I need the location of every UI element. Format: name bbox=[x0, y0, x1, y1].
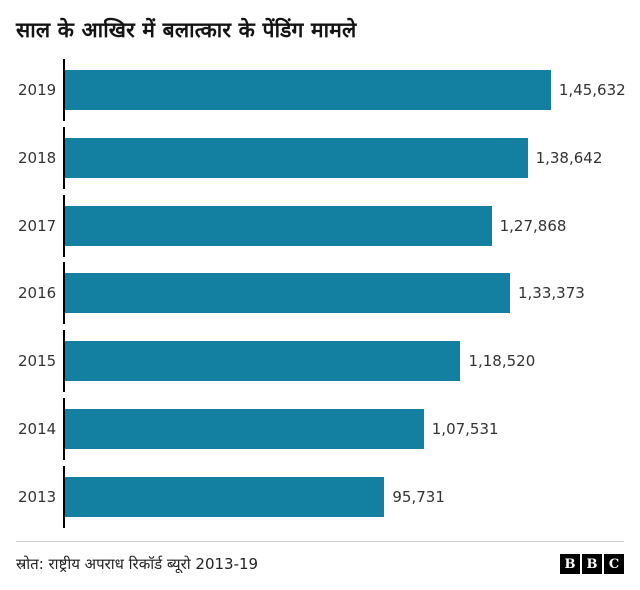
bar bbox=[65, 341, 461, 382]
bar-row: 2016 1,33,373 bbox=[0, 262, 630, 325]
bar-row: 2019 1,45,632 bbox=[0, 58, 630, 121]
value-label: 1,45,632 bbox=[558, 80, 626, 99]
bar-track: 1,07,531 bbox=[63, 398, 630, 461]
bar-row: 2018 1,38,642 bbox=[0, 126, 630, 189]
category-label: 2019 bbox=[18, 80, 57, 99]
category-label: 2016 bbox=[18, 284, 57, 303]
bar-row: 2013 95,731 bbox=[0, 465, 630, 528]
bar-row: 2017 1,27,868 bbox=[0, 194, 630, 257]
bar bbox=[65, 273, 510, 314]
bar-track: 1,27,868 bbox=[63, 194, 630, 257]
value-label: 1,38,642 bbox=[535, 148, 603, 167]
bar bbox=[65, 205, 492, 246]
value-label: 1,18,520 bbox=[468, 352, 536, 371]
value-label: 1,33,373 bbox=[517, 284, 585, 303]
bar bbox=[65, 409, 424, 450]
bar-row: 2014 1,07,531 bbox=[0, 398, 630, 461]
bbc-logo-block: B bbox=[560, 554, 580, 574]
value-label: 1,07,531 bbox=[431, 420, 499, 439]
category-label: 2017 bbox=[18, 216, 57, 235]
bar bbox=[65, 137, 528, 178]
bbc-logo-icon: B B C bbox=[560, 554, 624, 574]
bbc-logo-block: C bbox=[604, 554, 624, 574]
category-label: 2018 bbox=[18, 148, 57, 167]
bbc-logo-block: B bbox=[582, 554, 602, 574]
chart-title: साल के आखिर में बलात्कार के पेंडिंग मामल… bbox=[16, 18, 357, 42]
bar-row: 2015 1,18,520 bbox=[0, 330, 630, 393]
bar bbox=[65, 69, 551, 110]
chart-footer: स्रोत: राष्ट्रीय अपराध रिकॉर्ड ब्यूरो 20… bbox=[16, 541, 624, 590]
bar-chart: 2019 1,45,632 2018 1,38,642 2017 1,27,868 2016… bbox=[0, 50, 640, 541]
bar-track: 95,731 bbox=[63, 465, 630, 528]
bar-track: 1,38,642 bbox=[63, 126, 630, 189]
category-label: 2014 bbox=[18, 420, 57, 439]
category-label: 2015 bbox=[18, 352, 57, 371]
source-text: स्रोत: राष्ट्रीय अपराध रिकॉर्ड ब्यूरो 20… bbox=[16, 555, 259, 573]
value-label: 1,27,868 bbox=[499, 216, 567, 235]
bar-track: 1,18,520 bbox=[63, 330, 630, 393]
category-label: 2013 bbox=[18, 487, 57, 506]
value-label: 95,731 bbox=[392, 487, 445, 506]
bar-track: 1,45,632 bbox=[63, 58, 630, 121]
bar-track: 1,33,373 bbox=[63, 262, 630, 325]
bar bbox=[65, 476, 385, 517]
